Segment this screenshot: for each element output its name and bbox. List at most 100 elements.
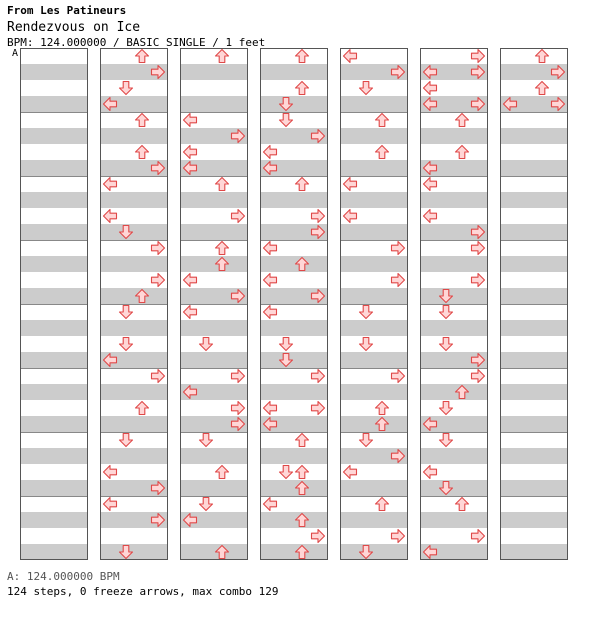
arrow-down-icon	[358, 80, 374, 96]
arrow-right-icon	[310, 368, 326, 384]
beat-stripe	[20, 544, 88, 560]
arrow-right-icon	[150, 240, 166, 256]
arrow-down-icon	[198, 432, 214, 448]
arrow-right-icon	[470, 352, 486, 368]
beat-stripe	[500, 224, 568, 240]
arrow-right-icon	[390, 240, 406, 256]
beat-stripe	[500, 64, 568, 80]
beat-stripe	[500, 288, 568, 304]
column-border	[260, 48, 328, 560]
arrow-right-icon	[230, 128, 246, 144]
beat-stripe	[340, 192, 408, 208]
arrow-up-icon	[294, 80, 310, 96]
column-border	[20, 48, 88, 560]
beat-stripe	[180, 96, 248, 112]
beat-stripe	[500, 96, 568, 112]
arrow-left-icon	[102, 208, 118, 224]
arrow-left-icon	[262, 304, 278, 320]
beat-stripe	[100, 512, 168, 528]
beat-stripe	[340, 96, 408, 112]
arrow-up-icon	[454, 384, 470, 400]
arrow-left-icon	[422, 176, 438, 192]
beat-stripe	[100, 352, 168, 368]
beat-stripe	[180, 192, 248, 208]
arrow-right-icon	[470, 240, 486, 256]
beat-stripe	[500, 448, 568, 464]
arrow-left-icon	[182, 304, 198, 320]
arrow-down-icon	[118, 80, 134, 96]
beat-stripe	[420, 96, 488, 112]
beat-stripe	[260, 544, 328, 560]
beat-stripe	[180, 544, 248, 560]
arrow-up-icon	[374, 144, 390, 160]
beat-stripe	[100, 160, 168, 176]
beat-stripe	[100, 128, 168, 144]
beat-stripe	[500, 512, 568, 528]
arrow-right-icon	[230, 400, 246, 416]
arrow-up-icon	[374, 496, 390, 512]
beat-stripe	[180, 160, 248, 176]
beat-stripe	[340, 160, 408, 176]
beat-stripe	[180, 480, 248, 496]
arrow-up-icon	[134, 144, 150, 160]
beat-stripe	[500, 192, 568, 208]
beat-stripe	[500, 160, 568, 176]
group-title: From Les Patineurs	[7, 4, 127, 17]
beat-stripe	[100, 192, 168, 208]
arrow-right-icon	[390, 448, 406, 464]
beat-stripe	[500, 320, 568, 336]
arrow-right-icon	[150, 64, 166, 80]
beat-stripe	[420, 256, 488, 272]
arrow-left-icon	[342, 176, 358, 192]
arrow-right-icon	[310, 224, 326, 240]
arrow-up-icon	[454, 144, 470, 160]
arrow-down-icon	[118, 304, 134, 320]
beat-stripe	[180, 512, 248, 528]
arrow-down-icon	[438, 336, 454, 352]
arrow-right-icon	[550, 96, 566, 112]
arrow-right-icon	[470, 528, 486, 544]
beat-stripe	[340, 256, 408, 272]
beat-stripe	[500, 256, 568, 272]
beat-stripe	[340, 480, 408, 496]
arrow-up-icon	[294, 432, 310, 448]
beat-stripe	[100, 256, 168, 272]
beat-stripe	[180, 256, 248, 272]
arrow-down-icon	[118, 224, 134, 240]
beat-stripe	[20, 416, 88, 432]
arrow-down-icon	[118, 336, 134, 352]
arrow-up-icon	[374, 416, 390, 432]
arrow-left-icon	[342, 48, 358, 64]
bpm-change-list: A: 124.000000 BPM	[7, 570, 120, 583]
beat-stripe	[260, 160, 328, 176]
arrow-down-icon	[438, 432, 454, 448]
arrow-right-icon	[150, 160, 166, 176]
arrow-left-icon	[422, 208, 438, 224]
beat-stripe	[340, 320, 408, 336]
beat-stripe	[420, 384, 488, 400]
arrow-down-icon	[118, 544, 134, 560]
arrow-right-icon	[470, 64, 486, 80]
arrow-up-icon	[214, 464, 230, 480]
beat-stripe	[260, 96, 328, 112]
beat-stripe	[20, 64, 88, 80]
arrow-left-icon	[102, 464, 118, 480]
beat-stripe	[20, 352, 88, 368]
beat-stripe	[260, 256, 328, 272]
beat-stripe	[500, 384, 568, 400]
arrow-up-icon	[294, 464, 310, 480]
column-border	[420, 48, 488, 560]
beat-stripe	[340, 352, 408, 368]
arrow-right-icon	[150, 512, 166, 528]
arrow-down-icon	[438, 304, 454, 320]
arrow-left-icon	[262, 240, 278, 256]
beat-stripe	[20, 128, 88, 144]
beat-stripe	[20, 256, 88, 272]
beat-stripe	[20, 160, 88, 176]
arrow-down-icon	[358, 432, 374, 448]
chart-info: BPM: 124.000000 / BASIC SINGLE / 1 feet	[7, 36, 266, 49]
beat-stripe	[420, 352, 488, 368]
arrow-up-icon	[214, 48, 230, 64]
beat-stripe	[180, 352, 248, 368]
arrow-up-icon	[214, 240, 230, 256]
